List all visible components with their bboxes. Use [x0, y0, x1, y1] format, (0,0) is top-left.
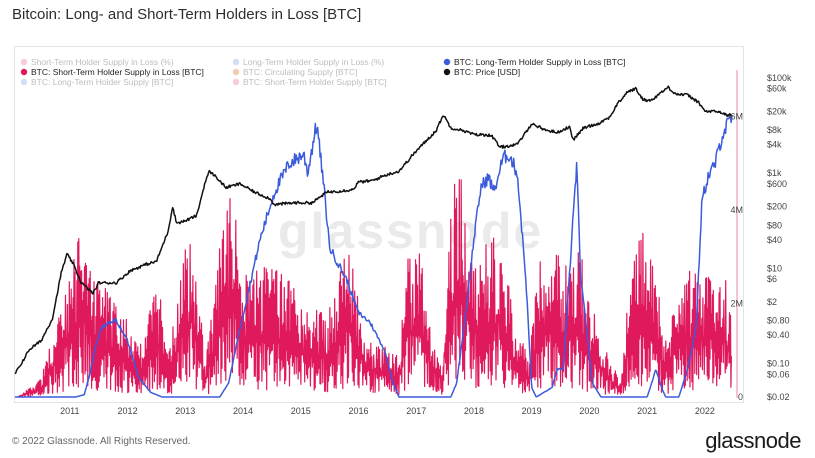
supply-tick-label: 4M: [730, 205, 743, 215]
price-tick-label: $80: [767, 220, 782, 230]
price-tick-label: $20k: [767, 106, 787, 116]
legend-marker: [232, 58, 240, 66]
price-tick-label: $8k: [767, 125, 782, 135]
x-tick-label: 2020: [579, 406, 599, 416]
legend-marker: [20, 58, 28, 66]
price-tick-label: $100k: [767, 73, 792, 83]
x-tick-label: 2018: [464, 406, 484, 416]
price-tick-label: $2: [767, 297, 777, 307]
x-tick-label: 2014: [233, 406, 253, 416]
supply-tick-label: 6M: [730, 112, 743, 122]
price-tick-label: $0.10: [767, 359, 790, 369]
legend-label: BTC: Long-Term Holder Supply in Loss [BT…: [454, 57, 625, 67]
price-tick-label: $6: [767, 274, 777, 284]
legend-marker: [443, 68, 451, 76]
x-axis: 2011 2012 2013 2014 2015 2016 2017 2018 2019 2020…: [60, 406, 715, 416]
legend-label: BTC: Circulating Supply [BTC]: [243, 67, 357, 77]
price-tick-label: $600: [767, 179, 787, 189]
y-axis-supply: 0 2M 4M 6M: [730, 112, 743, 402]
supply-tick-label: 0: [738, 392, 743, 402]
plot-area[interactable]: [14, 46, 744, 403]
legend-marker: [20, 68, 28, 76]
chart-title: Bitcoin: Long- and Short-Term Holders in…: [12, 6, 362, 23]
legend-label: BTC: Price [USD]: [454, 67, 520, 77]
legend-label: BTC: Short-Term Holder Supply in Loss [B…: [31, 67, 204, 77]
price-tick-label: $4k: [767, 140, 782, 150]
legend-marker: [232, 78, 240, 86]
price-tick-label: $0.40: [767, 330, 790, 340]
btc-price-line: [14, 85, 733, 375]
glassnode-logo[interactable]: glassnode: [705, 428, 801, 453]
legend-label: Short-Term Holder Supply in Loss (%): [31, 57, 174, 67]
price-tick-label: $10: [767, 263, 782, 273]
sth-supply-in-loss-line: [17, 179, 732, 398]
price-tick-label: $0.06: [767, 369, 790, 379]
price-tick-label: $40: [767, 235, 782, 245]
x-tick-label: 2011: [60, 406, 79, 416]
x-tick-label: 2013: [175, 406, 195, 416]
copyright-text: © 2022 Glassnode. All Rights Reserved.: [12, 436, 191, 447]
x-tick-label: 2016: [348, 406, 368, 416]
legend-label: Long-Term Holder Supply in Loss (%): [243, 57, 384, 67]
price-tick-label: $1k: [767, 168, 782, 178]
x-tick-label: 2021: [637, 406, 657, 416]
legend-label: BTC: Short-Term Holder Supply [BTC]: [243, 77, 387, 87]
supply-tick-label: 2M: [730, 299, 743, 309]
y-axis-price: $100k$60k$20k$8k$4k$1k$600$200$80$40$10$…: [767, 73, 792, 402]
price-tick-label: $200: [767, 202, 787, 212]
price-tick-label: $0.80: [767, 316, 790, 326]
price-tick-label: $60k: [767, 84, 787, 94]
legend-marker: [443, 58, 451, 66]
legend-marker: [232, 68, 240, 76]
x-tick-label: 2022: [695, 406, 715, 416]
price-tick-label: $0.02: [767, 392, 790, 402]
x-tick-label: 2017: [406, 406, 426, 416]
lth-supply-in-loss-line: [15, 114, 733, 398]
glassnode-watermark: glassnode: [278, 203, 543, 259]
x-tick-label: 2012: [118, 406, 138, 416]
legend-label: BTC: Long-Term Holder Supply [BTC]: [31, 77, 173, 87]
legend: Short-Term Holder Supply in Loss (%) Long…: [20, 57, 625, 87]
x-tick-label: 2015: [291, 406, 311, 416]
legend-marker: [20, 78, 28, 86]
series-layer: [14, 85, 733, 398]
x-tick-label: 2019: [522, 406, 542, 416]
